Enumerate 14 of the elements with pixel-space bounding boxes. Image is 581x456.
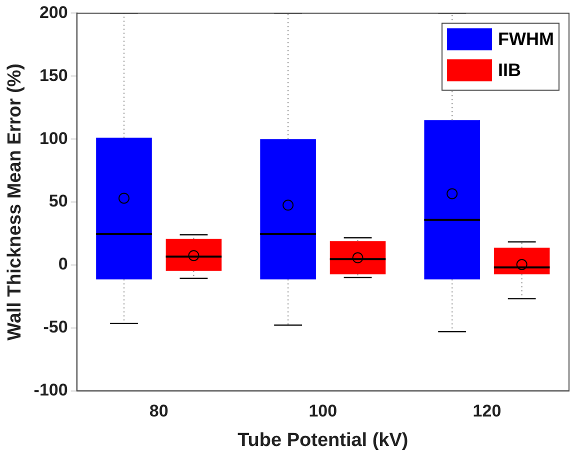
legend-label: FWHM (498, 29, 554, 50)
y-tick-label: 200 (39, 2, 68, 22)
x-tick-label: 100 (308, 402, 338, 421)
y-axis-title: Wall Thickness Mean Error (%) (4, 64, 26, 340)
x-tick-label: 120 (472, 402, 502, 421)
y-tick-label: 150 (39, 66, 68, 85)
y-tick-label: 50 (48, 192, 68, 211)
y-tick-label: 100 (39, 128, 68, 148)
y-tick-label: -100 (34, 380, 68, 400)
legend-label: IIB (498, 60, 522, 80)
y-tick-label: -50 (43, 318, 68, 337)
x-axis-title: Tube Potential (kV) (238, 430, 408, 451)
x-tick-label: 80 (149, 402, 168, 421)
y-tick-label: 0 (58, 254, 68, 274)
